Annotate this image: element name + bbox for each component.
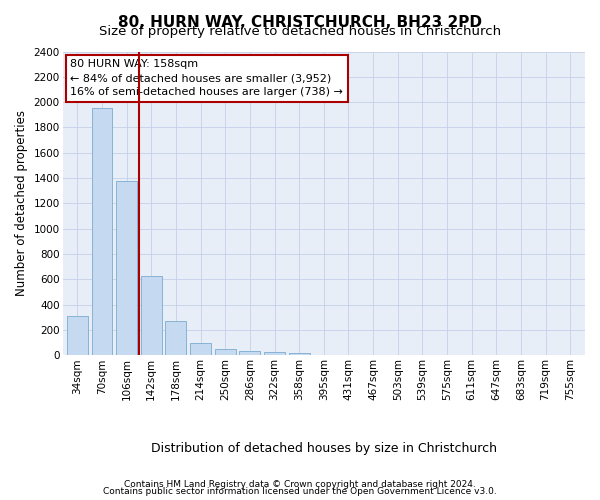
X-axis label: Distribution of detached houses by size in Christchurch: Distribution of detached houses by size …: [151, 442, 497, 455]
Bar: [67, 316, 88, 356]
Bar: [239, 351, 260, 356]
Bar: [190, 343, 211, 355]
Bar: [264, 352, 285, 356]
Y-axis label: Number of detached properties: Number of detached properties: [15, 110, 28, 296]
Text: 80, HURN WAY, CHRISTCHURCH, BH23 2PD: 80, HURN WAY, CHRISTCHURCH, BH23 2PD: [118, 15, 482, 30]
Bar: [166, 321, 187, 356]
Text: Size of property relative to detached houses in Christchurch: Size of property relative to detached ho…: [99, 25, 501, 38]
Bar: [92, 108, 112, 356]
Text: 80 HURN WAY: 158sqm
← 84% of detached houses are smaller (3,952)
16% of semi-det: 80 HURN WAY: 158sqm ← 84% of detached ho…: [70, 59, 343, 97]
Bar: [116, 180, 137, 356]
Bar: [289, 353, 310, 356]
Bar: [215, 350, 236, 356]
Text: Contains HM Land Registry data © Crown copyright and database right 2024.: Contains HM Land Registry data © Crown c…: [124, 480, 476, 489]
Bar: [141, 276, 162, 355]
Text: Contains public sector information licensed under the Open Government Licence v3: Contains public sector information licen…: [103, 488, 497, 496]
